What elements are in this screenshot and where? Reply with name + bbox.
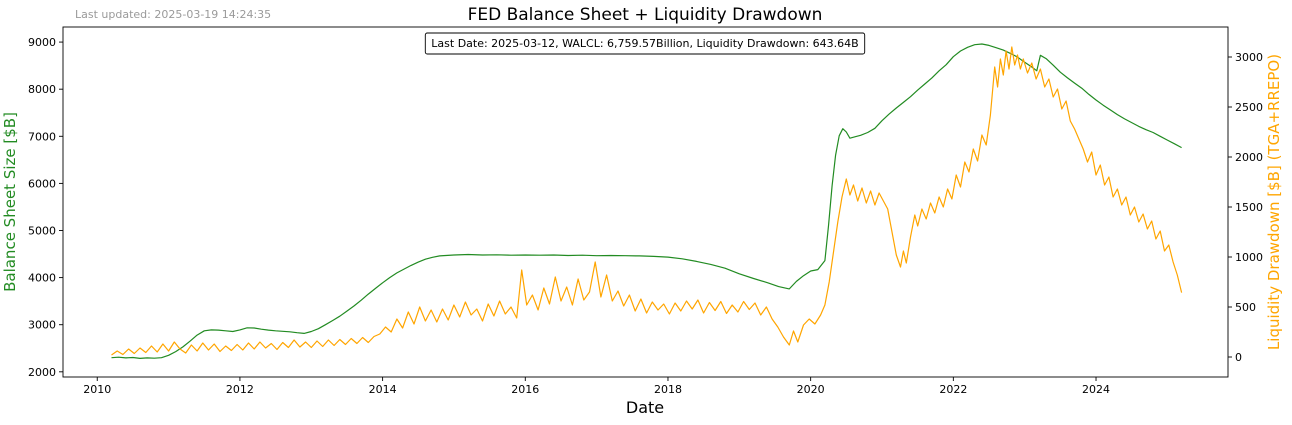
right-y-tick-label: 1000: [1235, 251, 1263, 264]
series-line-liquidity-drawdown-tga-rrepo-: [111, 46, 1183, 356]
x-tick-label: 2010: [83, 383, 111, 396]
x-axis-label: Date: [626, 398, 664, 417]
left-y-tick-label: 8000: [28, 83, 56, 96]
plot-frame: [62, 26, 1229, 378]
x-tick-label: 2014: [369, 383, 397, 396]
left-y-tick-label: 7000: [28, 130, 56, 143]
left-y-tick-label: 9000: [28, 36, 56, 49]
chart-title: FED Balance Sheet + Liquidity Drawdown: [468, 5, 823, 25]
left-y-tick-label: 2000: [28, 366, 56, 379]
left-axis-label: Balance Sheet Size [$B]: [1, 112, 19, 292]
annotation-box: Last Date: 2025-03-12, WALCL: 6,759.57Bi…: [424, 32, 866, 55]
x-tick-label: 2024: [1082, 383, 1110, 396]
left-y-tick-label: 4000: [28, 272, 56, 285]
x-tick-label: 2016: [511, 383, 539, 396]
right-y-tick-label: 1500: [1235, 201, 1263, 214]
right-y-tick-label: 0: [1235, 351, 1242, 364]
plot-render-layer: 2010 2012 2014 2016 2018 2020 2022 2024 2000 3000…: [28, 26, 1263, 396]
x-tick-label: 2012: [226, 383, 254, 396]
left-y-tick-label: 3000: [28, 319, 56, 332]
right-axis-label: Liquidity Drawdown [$B] (TGA+RREPO): [1265, 54, 1283, 350]
left-y-tick-label: 6000: [28, 177, 56, 190]
last-updated-text: Last updated: 2025-03-19 14:24:35: [75, 8, 271, 21]
right-y-tick-label: 500: [1235, 301, 1256, 314]
x-tick-label: 2018: [654, 383, 682, 396]
left-y-tick-label: 5000: [28, 224, 56, 237]
right-y-tick-label: 2500: [1235, 101, 1263, 114]
annotation-border: [424, 32, 866, 55]
annotation-text: Last Date: 2025-03-12, WALCL: 6,759.57Bi…: [431, 37, 858, 50]
right-y-tick-label: 3000: [1235, 51, 1263, 64]
x-tick-label: 2020: [797, 383, 825, 396]
right-y-tick-label: 2000: [1235, 151, 1263, 164]
x-tick-label: 2022: [939, 383, 967, 396]
